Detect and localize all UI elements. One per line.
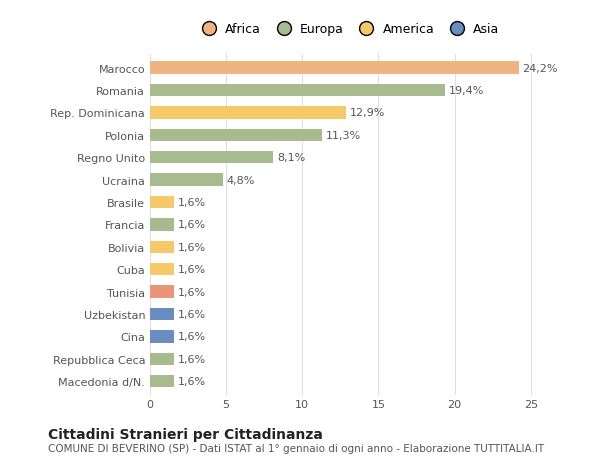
Text: 8,1%: 8,1%	[277, 153, 305, 163]
Bar	[150, 174, 223, 186]
Text: 1,6%: 1,6%	[178, 287, 206, 297]
Text: 1,6%: 1,6%	[178, 332, 206, 341]
Text: 19,4%: 19,4%	[449, 86, 485, 96]
Text: Cittadini Stranieri per Cittadinanza: Cittadini Stranieri per Cittadinanza	[48, 427, 323, 441]
Text: 1,6%: 1,6%	[178, 376, 206, 386]
Text: 11,3%: 11,3%	[326, 130, 361, 140]
Text: 12,9%: 12,9%	[350, 108, 386, 118]
Bar	[150, 85, 445, 97]
Bar	[150, 107, 346, 119]
Legend: Africa, Europa, America, Asia: Africa, Europa, America, Asia	[194, 21, 502, 39]
Text: 1,6%: 1,6%	[178, 264, 206, 274]
Text: 1,6%: 1,6%	[178, 242, 206, 252]
Bar	[150, 330, 175, 343]
Bar	[150, 219, 175, 231]
Bar	[150, 375, 175, 387]
Text: 1,6%: 1,6%	[178, 220, 206, 230]
Text: COMUNE DI BEVERINO (SP) - Dati ISTAT al 1° gennaio di ogni anno - Elaborazione T: COMUNE DI BEVERINO (SP) - Dati ISTAT al …	[48, 443, 544, 453]
Bar	[150, 353, 175, 365]
Text: 4,8%: 4,8%	[227, 175, 255, 185]
Bar	[150, 62, 518, 75]
Bar	[150, 129, 322, 142]
Bar	[150, 263, 175, 276]
Text: 1,6%: 1,6%	[178, 354, 206, 364]
Bar	[150, 196, 175, 209]
Text: 24,2%: 24,2%	[523, 63, 558, 73]
Bar	[150, 286, 175, 298]
Bar	[150, 241, 175, 253]
Bar	[150, 308, 175, 320]
Bar	[150, 152, 274, 164]
Text: 1,6%: 1,6%	[178, 197, 206, 207]
Text: 1,6%: 1,6%	[178, 309, 206, 319]
